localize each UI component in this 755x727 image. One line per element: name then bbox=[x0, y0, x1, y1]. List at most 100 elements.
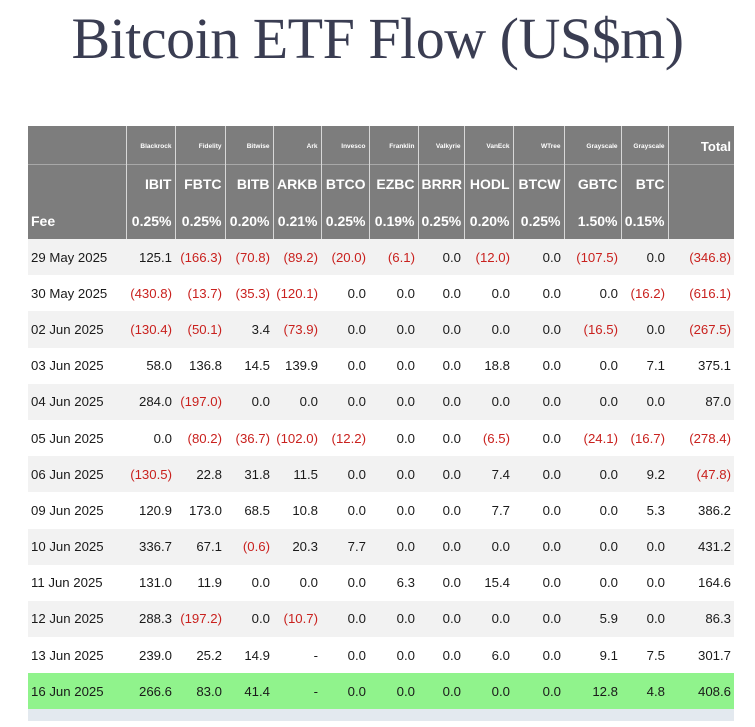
row-total: 164.6 bbox=[668, 564, 734, 601]
flow-cell-btcw: 0.0 bbox=[513, 600, 564, 638]
flow-cell-ezbc: 0.0 bbox=[369, 383, 418, 420]
flow-cell-brrr: 0.0 bbox=[418, 419, 464, 457]
flow-cell-fbtc: (166.3) bbox=[175, 239, 225, 276]
row-total: 301.7 bbox=[668, 637, 734, 674]
flow-cell-btcw: 0.0 bbox=[513, 564, 564, 601]
row-total: 386.2 bbox=[668, 492, 734, 529]
flow-cell-gbtc: 0.0 bbox=[564, 275, 621, 312]
row-total: 431.2 bbox=[668, 528, 734, 565]
page-title: Bitcoin ETF Flow (US$m) bbox=[71, 6, 684, 71]
fee-cell-brrr: 0.25% bbox=[418, 203, 465, 239]
flow-cell-ezbc: 0.0 bbox=[369, 311, 418, 348]
flow-cell-ibit: 266.6 bbox=[126, 673, 175, 710]
flow-cell-btco: 0.0 bbox=[321, 673, 369, 710]
flow-cell-btcw: 0.0 bbox=[513, 456, 564, 493]
flow-cell-btc: 0.0 bbox=[621, 239, 668, 276]
table-row: 11 Jun 2025 131.0 11.9 0.0 0.0 0.0 6.3 0.0 15.4 0… bbox=[28, 564, 734, 601]
flow-cell-brrr: 0.0 bbox=[418, 275, 464, 312]
flow-cell-gbtc: (24.1) bbox=[564, 419, 621, 457]
row-date: 16 Jun 2025 bbox=[28, 673, 126, 710]
flow-cell-fbtc: (50.1) bbox=[175, 311, 225, 348]
flow-cell-gbtc: 0.0 bbox=[564, 347, 621, 384]
flow-cell-ibit: (130.5) bbox=[126, 456, 175, 493]
ticker-header-ibit: IBIT bbox=[126, 164, 176, 203]
ticker-header-btcw: BTCW bbox=[513, 164, 565, 203]
issuer-header-row: Blackrock Fidelity Bitwise Ark Invesco Frankl… bbox=[28, 126, 734, 165]
flow-cell-ezbc: 0.0 bbox=[369, 673, 418, 710]
flow-cell-hodl: 0.0 bbox=[464, 673, 513, 710]
row-date: 03 Jun 2025 bbox=[28, 347, 126, 384]
table-footer bbox=[28, 709, 734, 722]
flow-cell-btc: 9.2 bbox=[621, 456, 668, 493]
flow-cell-hodl: 18.8 bbox=[464, 347, 513, 384]
flow-cell-brrr: 0.0 bbox=[418, 456, 464, 493]
flow-cell-bitb: 31.8 bbox=[225, 456, 273, 493]
etf-flow-table: Blackrock Fidelity Bitwise Ark Invesco Frankl… bbox=[28, 126, 734, 722]
flow-cell-btcw: 0.0 bbox=[513, 347, 564, 384]
issuer-header-btco: Invesco bbox=[321, 126, 370, 165]
table-row: 16 Jun 2025 266.6 83.0 41.4-0.0 0.0 0.0 0.0 0.0… bbox=[28, 673, 734, 710]
issuer-header-hodl: VanEck bbox=[464, 126, 514, 165]
flow-cell-fbtc: 22.8 bbox=[175, 456, 225, 493]
flow-cell-ibit: 58.0 bbox=[126, 347, 175, 384]
issuer-header-btcw: WTree bbox=[513, 126, 565, 165]
row-date: 05 Jun 2025 bbox=[28, 419, 126, 457]
flow-cell-ibit: 131.0 bbox=[126, 564, 175, 601]
flow-cell-btco: 7.7 bbox=[321, 528, 369, 565]
flow-cell-btco: 0.0 bbox=[321, 564, 369, 601]
flow-cell-bitb: 68.5 bbox=[225, 492, 273, 529]
row-total: 86.3 bbox=[668, 600, 734, 638]
flow-cell-gbtc: (107.5) bbox=[564, 239, 621, 276]
table-row: 06 Jun 2025 (130.5) 22.8 31.8 11.5 0.0 0.0 0.0 7… bbox=[28, 456, 734, 493]
flow-cell-gbtc: 5.9 bbox=[564, 600, 621, 638]
fee-cell-ezbc: 0.19% bbox=[369, 203, 419, 239]
flow-cell-bitb: 14.5 bbox=[225, 347, 273, 384]
flow-cell-brrr: 0.0 bbox=[418, 673, 464, 710]
flow-cell-btcw: 0.0 bbox=[513, 311, 564, 348]
fee-label: Fee bbox=[28, 203, 127, 239]
flow-cell-btc: 7.5 bbox=[621, 637, 668, 674]
flow-cell-ibit: 239.0 bbox=[126, 637, 175, 674]
issuer-header-btc: Grayscale bbox=[621, 126, 669, 165]
flow-cell-brrr: 0.0 bbox=[418, 637, 464, 674]
fee-cell-ibit: 0.25% bbox=[126, 203, 176, 239]
flow-cell-btcw: 0.0 bbox=[513, 239, 564, 276]
flow-cell-ibit: 336.7 bbox=[126, 528, 175, 565]
row-date: 30 May 2025 bbox=[28, 275, 126, 312]
issuer-header-arkb: Ark bbox=[273, 126, 322, 165]
flow-cell-btc: 0.0 bbox=[621, 311, 668, 348]
ticker-header-ezbc: EZBC bbox=[369, 164, 419, 203]
table-row: 02 Jun 2025 (130.4) (50.1) 3.4 (73.9) 0.0 0.0 0… bbox=[28, 311, 734, 348]
row-total: (47.8) bbox=[668, 456, 734, 493]
flow-cell-bitb: (35.3) bbox=[225, 275, 273, 312]
flow-cell-gbtc: 9.1 bbox=[564, 637, 621, 674]
footer-strip bbox=[28, 709, 734, 722]
total-header-blank bbox=[668, 164, 734, 203]
flow-cell-btco: 0.0 bbox=[321, 275, 369, 312]
row-total: 408.6 bbox=[668, 673, 734, 710]
ticker-header-gbtc: GBTC bbox=[564, 164, 622, 203]
flow-cell-arkb: (102.0) bbox=[273, 419, 321, 457]
flow-cell-arkb: - bbox=[273, 673, 321, 710]
ticker-header-fbtc: FBTC bbox=[175, 164, 226, 203]
flow-cell-arkb: 0.0 bbox=[273, 383, 321, 420]
table-row: 12 Jun 2025 288.3 (197.2) 0.0 (10.7) 0.0 0.0 0.… bbox=[28, 600, 734, 638]
table-row: 03 Jun 2025 58.0 136.8 14.5 139.9 0.0 0.0 0.0 18… bbox=[28, 347, 734, 384]
flow-cell-btco: 0.0 bbox=[321, 492, 369, 529]
flow-cell-bitb: (70.8) bbox=[225, 239, 273, 276]
flow-cell-bitb: (36.7) bbox=[225, 419, 273, 457]
flow-cell-bitb: 0.0 bbox=[225, 564, 273, 601]
issuer-header-brrr: Valkyrie bbox=[418, 126, 465, 165]
flow-cell-bitb: 41.4 bbox=[225, 673, 273, 710]
flow-cell-btcw: 0.0 bbox=[513, 673, 564, 710]
flow-cell-arkb: (120.1) bbox=[273, 275, 321, 312]
ticker-header-brrr: BRRR bbox=[418, 164, 465, 203]
flow-cell-btcw: 0.0 bbox=[513, 275, 564, 312]
row-total: 375.1 bbox=[668, 347, 734, 384]
flow-cell-hodl: 0.0 bbox=[464, 383, 513, 420]
row-date: 11 Jun 2025 bbox=[28, 564, 126, 601]
flow-cell-btco: 0.0 bbox=[321, 383, 369, 420]
flow-cell-gbtc: 0.0 bbox=[564, 564, 621, 601]
flow-cell-btc: 0.0 bbox=[621, 564, 668, 601]
flow-cell-gbtc: 0.0 bbox=[564, 383, 621, 420]
